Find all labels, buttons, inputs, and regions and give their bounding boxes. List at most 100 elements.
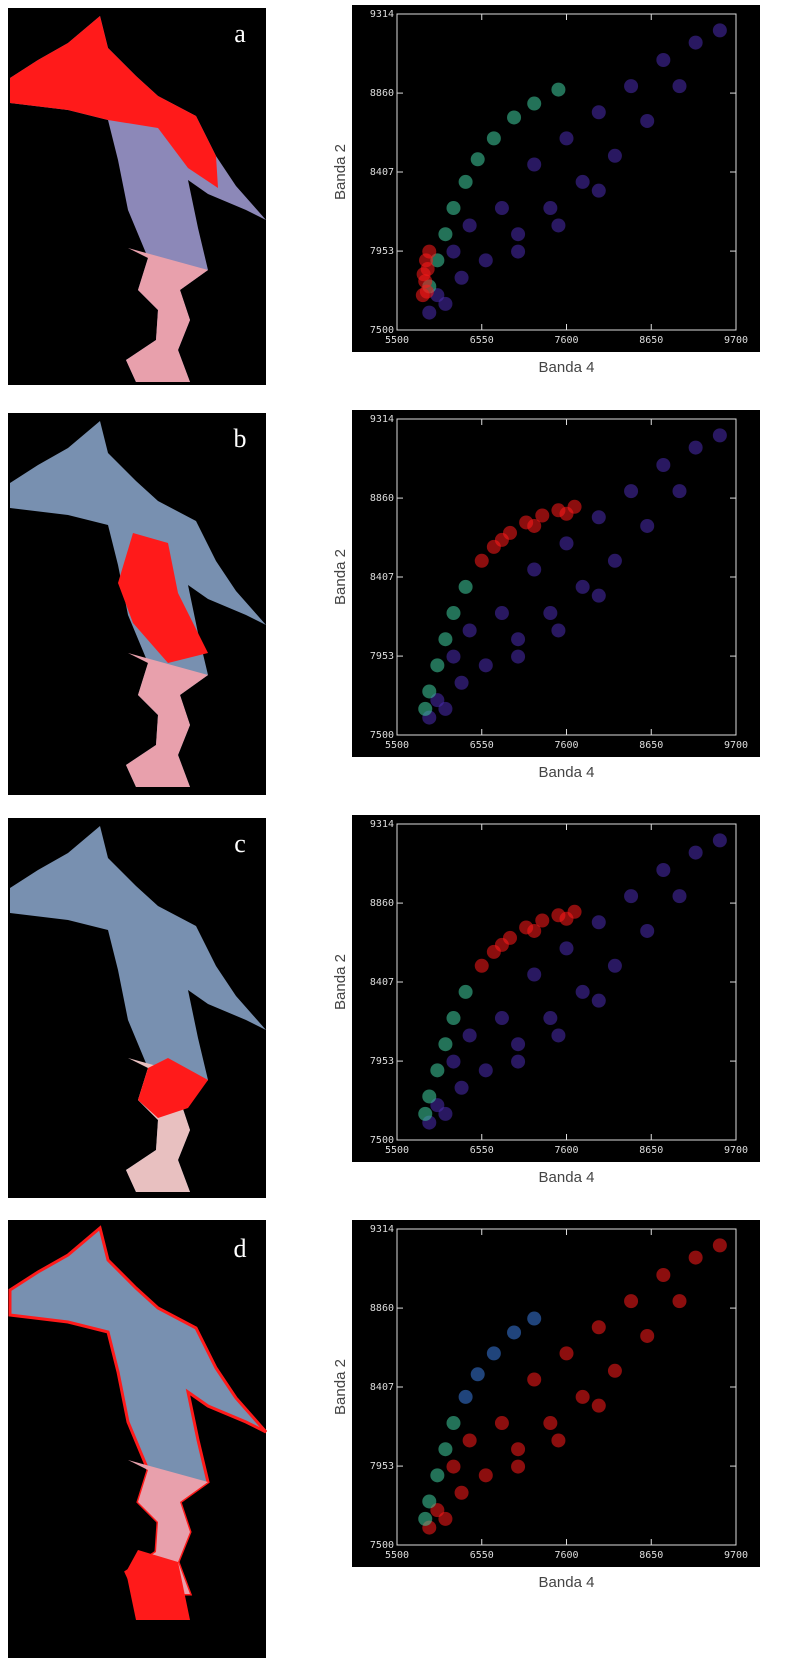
x-tick-label: 8650 bbox=[639, 1145, 663, 1156]
scatter-point bbox=[591, 1320, 606, 1335]
x-tick-label: 8650 bbox=[639, 335, 663, 346]
x-tick-label: 5500 bbox=[385, 335, 409, 346]
scatter-point bbox=[446, 649, 461, 664]
scatter-point bbox=[624, 79, 639, 94]
scatter-point bbox=[446, 244, 461, 259]
y-tick-label: 8860 bbox=[370, 898, 394, 909]
plot-background bbox=[326, 815, 760, 1190]
panel-letter: a bbox=[234, 19, 246, 48]
panel-letter: c bbox=[234, 829, 246, 858]
scatter-point bbox=[640, 113, 655, 128]
x-tick-label: 9700 bbox=[724, 1145, 748, 1156]
y-tick-label: 8407 bbox=[370, 572, 394, 583]
ylabel-band bbox=[326, 1220, 352, 1595]
scatter-point bbox=[418, 701, 433, 716]
y-tick-label: 9314 bbox=[370, 9, 394, 20]
scatter-point bbox=[418, 1106, 433, 1121]
x-axis-label: Banda 4 bbox=[539, 359, 595, 376]
scatter-point bbox=[591, 993, 606, 1008]
scatter-point bbox=[551, 218, 566, 233]
ylabel-band bbox=[326, 5, 352, 380]
scatter-point bbox=[438, 1511, 453, 1526]
x-tick-label: 5500 bbox=[385, 740, 409, 751]
y-tick-label: 9314 bbox=[370, 1224, 394, 1235]
scatter-point bbox=[591, 105, 606, 120]
scatter-point bbox=[486, 1346, 501, 1361]
x-axis-label: Banda 4 bbox=[539, 764, 595, 781]
scatter-point bbox=[462, 218, 477, 233]
scatter-point bbox=[422, 1494, 437, 1509]
scatter-point bbox=[672, 484, 687, 499]
scatter-point bbox=[416, 267, 431, 282]
scatter-point bbox=[478, 1468, 493, 1483]
scatter-point bbox=[591, 588, 606, 603]
scatter-point bbox=[551, 1028, 566, 1043]
scatter-point bbox=[511, 244, 526, 259]
scatter-point bbox=[438, 1106, 453, 1121]
y-tick-label: 8860 bbox=[370, 1303, 394, 1314]
ylabel-band bbox=[326, 815, 352, 1190]
scatter-point bbox=[478, 658, 493, 673]
panel-letter: b bbox=[234, 424, 247, 453]
xlabel-band bbox=[326, 352, 760, 380]
xlabel-band bbox=[326, 757, 760, 785]
scatter-point bbox=[527, 1372, 542, 1387]
scatter-point bbox=[486, 131, 501, 146]
plot-points bbox=[418, 1238, 727, 1535]
scatter-point bbox=[607, 958, 622, 973]
scatter-point bbox=[672, 1294, 687, 1309]
panel-letter: d bbox=[234, 1234, 247, 1263]
scatter-point bbox=[422, 1089, 437, 1104]
scatter-point bbox=[712, 428, 727, 443]
scatter-point bbox=[458, 579, 473, 594]
map-d bbox=[8, 1220, 268, 1658]
scatter-point bbox=[559, 1346, 574, 1361]
scatter-point bbox=[607, 553, 622, 568]
scatter-point bbox=[527, 562, 542, 577]
scatter-point bbox=[543, 606, 558, 621]
scatter-point bbox=[462, 1028, 477, 1043]
y-tick-label: 7500 bbox=[370, 1135, 394, 1146]
x-tick-label: 9700 bbox=[724, 335, 748, 346]
scatter-point bbox=[551, 623, 566, 638]
plot-background bbox=[326, 410, 760, 785]
xlabel-band bbox=[326, 1567, 760, 1595]
scatter-point bbox=[446, 201, 461, 216]
scatter-point bbox=[430, 658, 445, 673]
x-tick-label: 6550 bbox=[470, 740, 494, 751]
scatter-point bbox=[494, 532, 509, 547]
scatter-point bbox=[543, 1416, 558, 1431]
plot-background bbox=[326, 1220, 760, 1595]
scatter-point bbox=[458, 984, 473, 999]
scatter-point bbox=[511, 1459, 526, 1474]
scatter-point bbox=[656, 457, 671, 472]
scatter-point bbox=[527, 96, 542, 111]
scatter-point bbox=[446, 1054, 461, 1069]
plot-background bbox=[326, 5, 760, 380]
scatter-point bbox=[559, 941, 574, 956]
scatter-point bbox=[438, 296, 453, 311]
scatter-point bbox=[438, 227, 453, 242]
scatter-point bbox=[478, 1063, 493, 1078]
plot-points bbox=[418, 428, 727, 725]
y-tick-label: 7953 bbox=[370, 246, 394, 257]
x-tick-label: 7600 bbox=[554, 335, 578, 346]
x-tick-label: 7600 bbox=[554, 740, 578, 751]
y-tick-label: 7953 bbox=[370, 651, 394, 662]
scatter-point bbox=[438, 1442, 453, 1457]
scatter-point bbox=[470, 1367, 485, 1382]
scatter-point bbox=[494, 1416, 509, 1431]
x-tick-label: 5500 bbox=[385, 1550, 409, 1561]
map-c bbox=[8, 818, 266, 1198]
scatter-point bbox=[527, 967, 542, 982]
scatter-point bbox=[607, 148, 622, 163]
scatter-point bbox=[462, 1433, 477, 1448]
scatter-point bbox=[591, 183, 606, 198]
scatter-point bbox=[672, 79, 687, 94]
y-tick-label: 7953 bbox=[370, 1461, 394, 1472]
scatter-point bbox=[543, 201, 558, 216]
scatter-point bbox=[454, 270, 469, 285]
scatter-point bbox=[458, 174, 473, 189]
x-tick-label: 8650 bbox=[639, 1550, 663, 1561]
